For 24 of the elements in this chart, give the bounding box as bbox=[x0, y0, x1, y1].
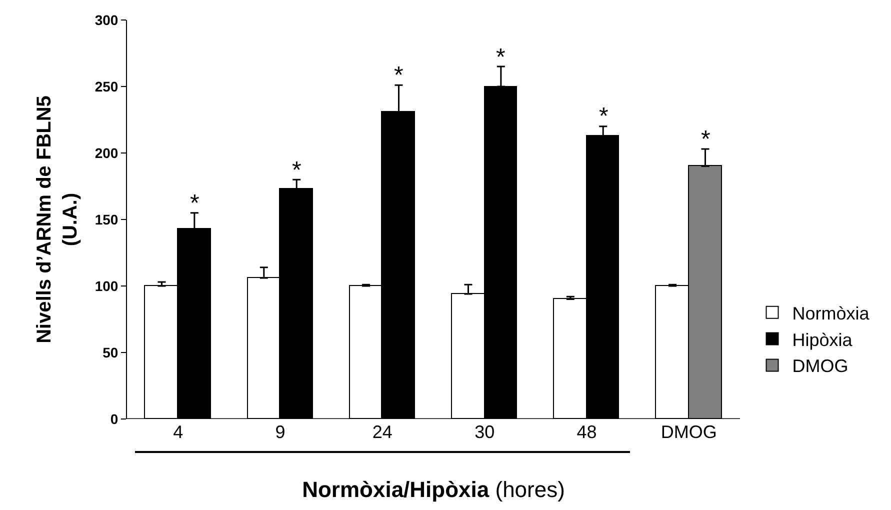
y-tick-label: 300 bbox=[94, 12, 118, 28]
legend-label: Normòxia bbox=[792, 303, 870, 324]
x-tick-label: 9 bbox=[275, 422, 286, 442]
y-tick-label: 150 bbox=[94, 211, 118, 228]
y-tick-label: 250 bbox=[94, 78, 118, 94]
data-label: * bbox=[496, 44, 506, 71]
x-tick-label: DMOG bbox=[660, 422, 717, 442]
y-tick-label: 0 bbox=[110, 410, 118, 427]
data-label: * bbox=[394, 62, 404, 89]
x-axis-title: Normòxia/Hipòxia (hores) bbox=[302, 476, 565, 502]
legend-label: DMOG bbox=[792, 356, 848, 376]
data-label: * bbox=[599, 103, 608, 130]
y-tick-label: 50 bbox=[102, 344, 118, 360]
x-tick-label: 48 bbox=[576, 422, 597, 442]
y-tick-label: 200 bbox=[94, 144, 118, 161]
y-axis-title: Nivells d’ARNm de FBLN5 (U.A.) bbox=[33, 96, 82, 344]
legend-label: Hipòxia bbox=[792, 330, 854, 350]
y-tick-label: 100 bbox=[94, 278, 118, 294]
x-tick-label: 4 bbox=[173, 422, 184, 442]
data-label: * bbox=[701, 126, 710, 153]
x-tick-label: 30 bbox=[474, 422, 495, 442]
data-label: * bbox=[190, 190, 200, 217]
x-tick-label: 24 bbox=[372, 422, 392, 442]
data-label: * bbox=[292, 157, 302, 184]
